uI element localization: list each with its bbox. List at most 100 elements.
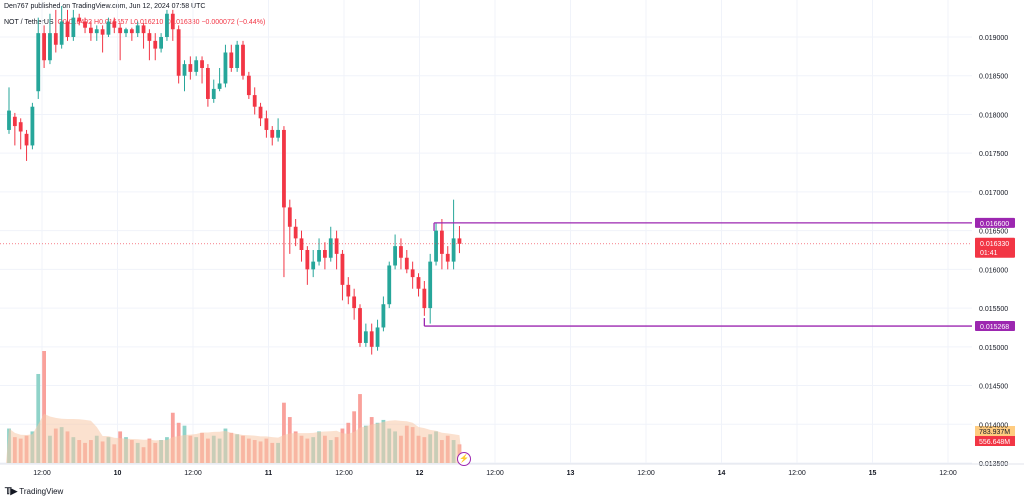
candle-body: [42, 33, 46, 61]
level-label: 0.015268: [980, 324, 1009, 331]
candle-body: [451, 238, 456, 262]
candle-body: [24, 133, 29, 146]
candle-body: [18, 122, 23, 132]
candle-body: [124, 29, 128, 34]
price-tick-label: 0.014500: [979, 384, 1008, 391]
candle-body: [229, 52, 234, 68]
price-tick-label: 0.014000: [979, 422, 1008, 429]
horizontal-levels[interactable]: 0.016330 01:41 0.016600 0.015268 783.937M 556…: [0, 217, 1015, 446]
candle-body: [311, 261, 316, 270]
lightning-icon[interactable]: ⚡: [457, 452, 471, 466]
candle-body: [188, 64, 193, 72]
candle-body: [59, 21, 64, 45]
price-tick-label: 0.016000: [979, 267, 1008, 274]
time-tick-label: 12:00: [939, 470, 957, 477]
price-tick-label: 0.015000: [979, 345, 1008, 352]
time-tick-label: 12:00: [184, 470, 202, 477]
time-tick-label: 12:00: [637, 470, 655, 477]
candle-body: [317, 250, 321, 262]
volume-tag: [975, 436, 1015, 446]
time-tick-label: 13: [567, 470, 575, 477]
ohlc-values: O0.016402 H0.016557 L0.016210 C0.016330 …: [57, 19, 266, 26]
countdown-label: 01:41: [980, 250, 998, 257]
candle-body: [375, 327, 380, 347]
time-tick-label: 12:00: [788, 470, 806, 477]
candle-body: [53, 33, 58, 45]
time-tick-label: 12:00: [33, 470, 51, 477]
candle-body: [387, 265, 392, 305]
symbol-label[interactable]: NOT / TetherUS: [4, 19, 54, 26]
candle-body: [223, 52, 228, 84]
candle-body: [340, 253, 345, 285]
grid: [0, 0, 972, 464]
candle-body: [77, 17, 82, 22]
price-tick-label: 0.017500: [979, 151, 1008, 158]
level-label: 0.016600: [980, 221, 1009, 228]
candle-body: [65, 21, 70, 37]
candle-body: [7, 110, 11, 130]
volume-label: 783.937M: [979, 429, 1010, 436]
candle-body: [89, 27, 93, 34]
candle-body: [83, 21, 87, 28]
candle-body: [30, 106, 35, 146]
candle-body: [404, 257, 409, 270]
last-price-label: 0.016330: [980, 241, 1009, 248]
price-tick-label: 0.018000: [979, 112, 1008, 119]
candle-body: [100, 29, 105, 35]
candle-body: [246, 75, 251, 96]
candle-body: [36, 33, 41, 92]
candle-body: [293, 226, 298, 239]
candle-body: [334, 238, 339, 254]
candle-body: [252, 95, 257, 107]
published-line: Den767 published on TradingView.com, Jun…: [4, 3, 206, 10]
candle-body: [129, 29, 134, 34]
candle-body: [381, 304, 386, 328]
time-tick-label: 14: [718, 470, 726, 477]
candle-body: [352, 296, 357, 309]
candle-body: [287, 207, 292, 227]
axes: 0.019000 0.018500 0.018000 0.017500 0.017000…: [0, 35, 1024, 477]
candle-body: [457, 238, 462, 244]
candle-body: [206, 67, 210, 99]
candle-body: [118, 27, 123, 34]
candle-body: [346, 284, 351, 297]
candle-body: [299, 238, 304, 250]
candle-body: [106, 21, 111, 35]
candle-body: [48, 33, 52, 61]
price-tick-label: 0.016500: [979, 229, 1008, 236]
volume-pane: [6, 351, 463, 463]
price-tick-label: 0.017000: [979, 190, 1008, 197]
candle-body: [153, 40, 158, 49]
volume-ma-area: [6, 413, 463, 463]
candle-body: [235, 44, 240, 68]
candle-body: [434, 230, 438, 262]
last-price-tag: [975, 237, 1015, 258]
candle-body: [112, 21, 117, 28]
candle-body: [328, 238, 333, 258]
candle-body: [369, 331, 374, 347]
candle-body: [305, 250, 310, 270]
volume-bar: [36, 373, 41, 463]
volume-label: 556.648M: [979, 439, 1010, 446]
legend-line: NOT / TetherUS O0.016402 H0.016557 L0.01…: [4, 19, 265, 26]
time-tick-label: 12: [416, 470, 424, 477]
candle-body: [141, 25, 146, 34]
candle-body: [323, 250, 327, 258]
candle-body: [258, 106, 263, 119]
time-tick-label: 12:00: [335, 470, 353, 477]
candle-body: [194, 60, 199, 72]
time-tick-label: 12:00: [486, 470, 504, 477]
candle-body: [159, 37, 163, 49]
candle-body: [422, 288, 427, 309]
candle-body: [410, 269, 415, 278]
time-tick-label: 10: [114, 470, 122, 477]
time-tick-label: 15: [869, 470, 877, 477]
candle-body: [264, 118, 269, 130]
candle-body: [416, 277, 421, 289]
candle-body: [241, 44, 245, 76]
volume-tag: [975, 426, 1015, 436]
level-tag: [975, 217, 1015, 228]
candle-body: [200, 60, 204, 68]
candle-body: [282, 129, 286, 208]
